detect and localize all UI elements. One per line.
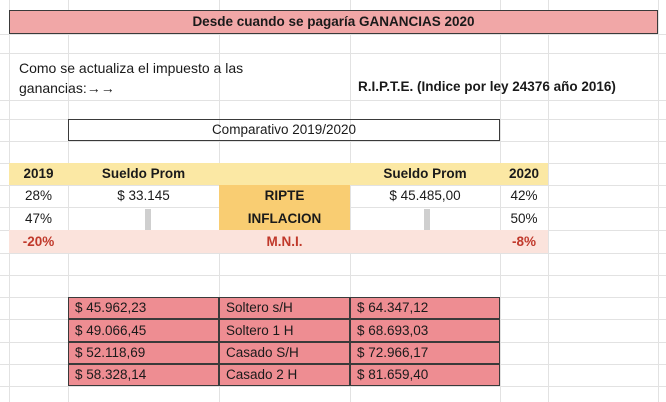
mni-pct-2019[interactable]: -20% bbox=[9, 230, 68, 253]
mni-amount-2020[interactable] bbox=[350, 230, 500, 253]
inflacion-pct-2019[interactable]: 47% bbox=[24, 210, 53, 226]
mni-pct-2020[interactable]: -8% bbox=[500, 230, 548, 253]
mni-amount-2019[interactable] bbox=[68, 230, 219, 253]
ripte-amount-2019[interactable]: $ 33.145 bbox=[117, 188, 170, 204]
ripte-pct-2019[interactable]: 28% bbox=[24, 188, 53, 204]
header-year-2020[interactable]: 2020 bbox=[500, 163, 548, 185]
ripte-pct-2020[interactable]: 42% bbox=[510, 188, 538, 204]
mni-table-2020-soltero-sh[interactable]: $ 64.347,12 bbox=[350, 297, 500, 319]
sheet-title[interactable]: Desde cuando se pagaría GANANCIAS 2020 bbox=[9, 10, 658, 34]
mni-table-2019-casado-sh[interactable]: $ 52.118,69 bbox=[68, 342, 219, 364]
mni-table-2019-casado-2h[interactable]: $ 58.328,14 bbox=[68, 364, 219, 386]
ripte-label[interactable]: RIPTE bbox=[219, 185, 350, 207]
mni-table-category-soltero-sh[interactable]: Soltero s/H bbox=[219, 297, 350, 319]
note-line-2: ganancias:→→ bbox=[19, 80, 115, 96]
header-empty-cell[interactable] bbox=[219, 163, 350, 185]
mni-table-category-soltero-1h[interactable]: Soltero 1 H bbox=[219, 319, 350, 342]
mni-table-category-casado-2h[interactable]: Casado 2 H bbox=[219, 364, 350, 386]
header-sueldo-prom-2019[interactable]: Sueldo Prom bbox=[68, 163, 219, 185]
mni-table-2019-soltero-1h[interactable]: $ 49.066,45 bbox=[68, 319, 219, 342]
comparativo-label[interactable]: Comparativo 2019/2020 bbox=[68, 119, 500, 141]
mni-table-2020-casado-sh[interactable]: $ 72.966,17 bbox=[350, 342, 500, 364]
header-year-2019[interactable]: 2019 bbox=[9, 163, 68, 185]
header-sueldo-prom-2020[interactable]: Sueldo Prom bbox=[350, 163, 500, 185]
mni-label[interactable]: M.N.I. bbox=[219, 230, 350, 253]
inflacion-label[interactable]: INFLACION bbox=[219, 207, 350, 230]
inflacion-pct-2020[interactable]: 50% bbox=[510, 210, 538, 226]
note-cell[interactable]: Como se actualiza el impuesto a las gana… bbox=[9, 56, 349, 98]
ripte-amount-2020[interactable]: $ 45.485,00 bbox=[389, 188, 461, 204]
ripte-note[interactable]: R.I.P.T.E. (Indice por ley 24376 año 201… bbox=[358, 79, 616, 95]
mni-table-category-casado-sh[interactable]: Casado S/H bbox=[219, 342, 350, 364]
note-line-1: Como se actualiza el impuesto a las bbox=[19, 60, 244, 76]
mni-table-2020-soltero-1h[interactable]: $ 68.693,03 bbox=[350, 319, 500, 342]
inflacion-amount-2019[interactable] bbox=[68, 207, 219, 230]
mni-table-2019-soltero-sh[interactable]: $ 45.962,23 bbox=[68, 297, 219, 319]
mni-table-2020-casado-2h[interactable]: $ 81.659,40 bbox=[350, 364, 500, 386]
